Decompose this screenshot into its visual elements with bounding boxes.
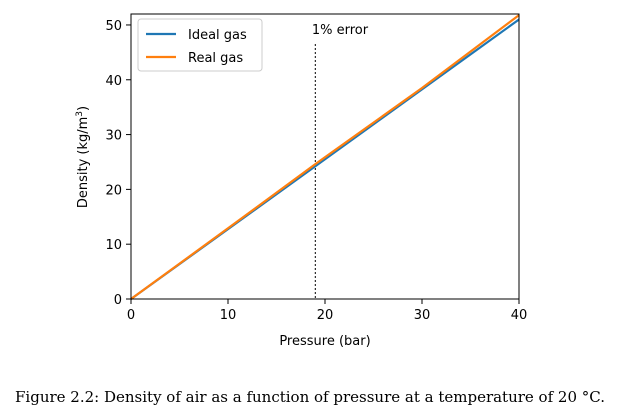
x-tick-label-10: 10 — [220, 308, 237, 323]
x-tick-label-20: 20 — [317, 308, 334, 323]
series-line-real-gas — [130, 14, 520, 300]
y-axis-title: Density (kg/m3) — [75, 106, 91, 208]
y-tick-label-40: 40 — [105, 74, 122, 89]
plot-area — [130, 14, 520, 300]
y-axis-title-superscript: 3 — [75, 111, 85, 117]
chart: 0 10 20 30 40 0 10 20 30 40 50 Pressure (bar) Den… — [75, 13, 527, 349]
y-tick-label-10: 10 — [105, 238, 122, 253]
x-tick-label-30: 30 — [414, 308, 431, 323]
x-tick-label-0: 0 — [127, 308, 135, 323]
y-axis: 0 10 20 30 40 50 — [105, 19, 131, 308]
x-tick-label-40: 40 — [511, 308, 528, 323]
figure-caption: Figure 2.2: Density of air as a function… — [15, 388, 605, 406]
y-tick-label-20: 20 — [105, 183, 122, 198]
y-tick-label-50: 50 — [105, 19, 122, 34]
y-tick-label-0: 0 — [114, 293, 122, 308]
legend-label-ideal-gas: Ideal gas — [188, 28, 247, 43]
y-axis-title-close: ) — [76, 106, 91, 111]
annotation-label-1-percent-error: 1% error — [312, 23, 369, 38]
y-tick-label-30: 30 — [105, 129, 122, 144]
x-axis-title: Pressure (bar) — [279, 334, 370, 349]
legend-label-real-gas: Real gas — [188, 51, 243, 66]
legend: Ideal gas Real gas — [137, 18, 263, 72]
y-axis-title-main: Density (kg/m — [76, 117, 91, 208]
x-axis: 0 10 20 30 40 — [127, 299, 527, 323]
